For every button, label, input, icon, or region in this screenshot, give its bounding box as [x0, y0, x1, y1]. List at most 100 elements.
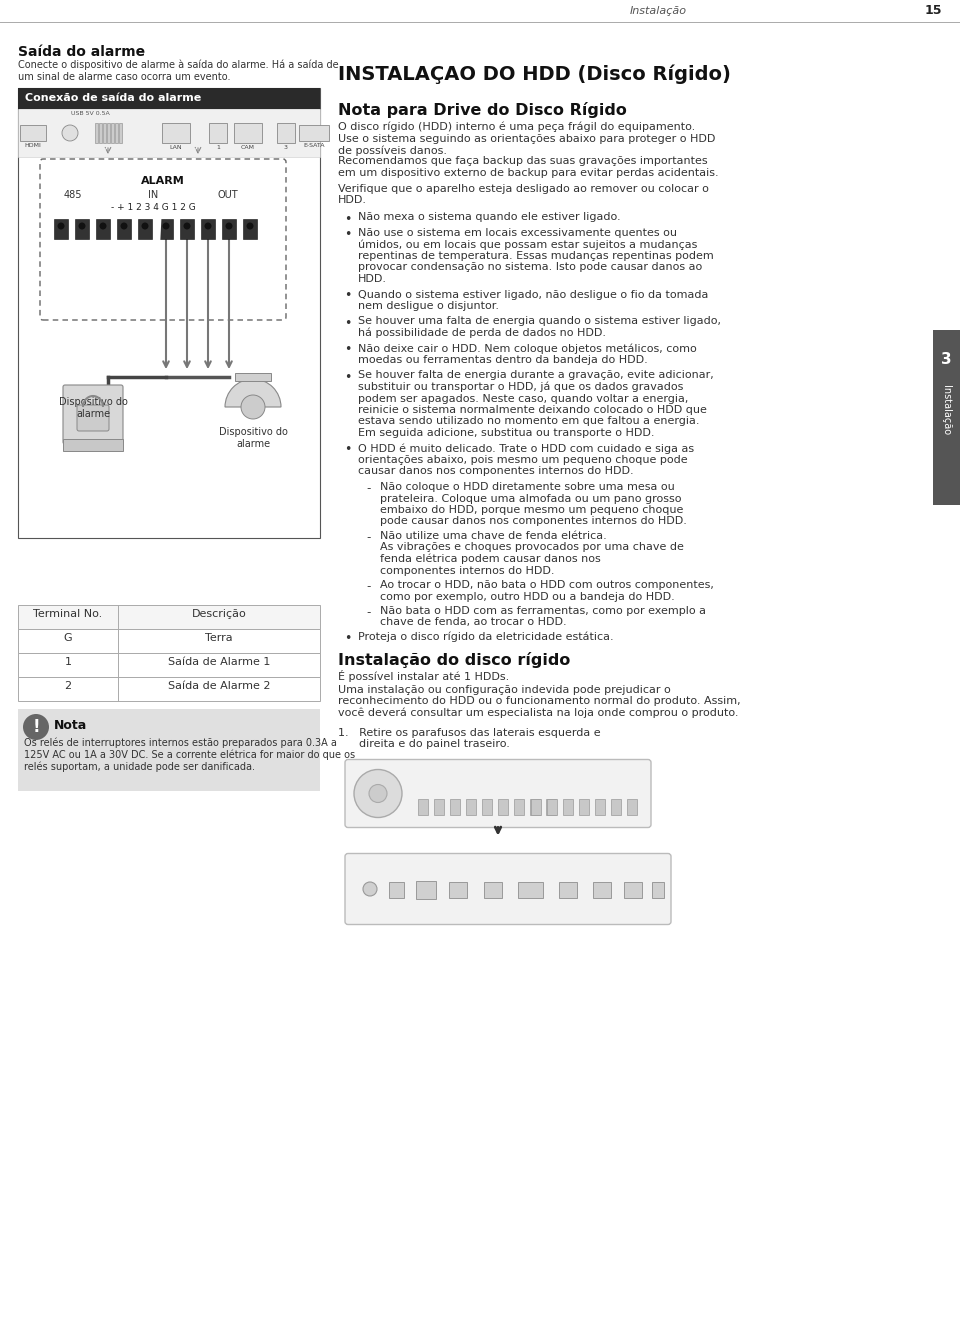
Text: INSTALAÇAO DO HDD (Disco Rígido): INSTALAÇAO DO HDD (Disco Rígido) — [338, 64, 731, 85]
Text: Saída do alarme: Saída do alarme — [18, 46, 145, 59]
Bar — [18, 677, 320, 701]
Text: Instalação: Instalação — [630, 5, 687, 16]
Circle shape — [141, 223, 149, 230]
Bar — [117, 219, 131, 239]
Text: Nota para Drive do Disco Rígido: Nota para Drive do Disco Rígido — [338, 102, 627, 118]
Text: Dispositivo do
alarme: Dispositivo do alarme — [59, 398, 128, 419]
Text: !: ! — [33, 719, 39, 736]
Text: de possíveis danos.: de possíveis danos. — [338, 145, 447, 156]
Text: provocar condensação no sistema. Isto pode causar danos ao: provocar condensação no sistema. Isto po… — [358, 262, 703, 273]
Text: Em seguida adicione, substitua ou transporte o HDD.: Em seguida adicione, substitua ou transp… — [358, 428, 655, 438]
Bar — [63, 439, 123, 451]
Text: Saída de Alarme 1: Saída de Alarme 1 — [168, 657, 270, 667]
Bar — [107, 124, 110, 142]
FancyBboxPatch shape — [63, 385, 123, 445]
Text: - + 1 2 3 4 G 1 2 G: - + 1 2 3 4 G 1 2 G — [110, 203, 196, 212]
Bar — [559, 882, 577, 898]
Text: úmidos, ou em locais que possam estar sujeitos a mudanças: úmidos, ou em locais que possam estar su… — [358, 239, 697, 250]
Text: •: • — [344, 443, 351, 457]
Text: Instalação do disco rígido: Instalação do disco rígido — [338, 651, 570, 667]
Text: reinicie o sistema normalmente deixando colocado o HDD que: reinicie o sistema normalmente deixando … — [358, 406, 707, 415]
Bar — [434, 799, 444, 814]
Text: pode causar danos nos componentes internos do HDD.: pode causar danos nos componentes intern… — [380, 517, 686, 526]
Bar — [611, 799, 621, 814]
Text: 15: 15 — [924, 4, 942, 17]
Text: •: • — [344, 371, 351, 384]
Circle shape — [354, 770, 402, 818]
Text: substituir ou transportar o HDD, já que os dados gravados: substituir ou transportar o HDD, já que … — [358, 381, 684, 392]
Bar — [18, 709, 320, 791]
Bar — [138, 219, 152, 239]
Text: 125V AC ou 1A a 30V DC. Se a corrente elétrica for maior do que os: 125V AC ou 1A a 30V DC. Se a corrente el… — [24, 749, 355, 760]
Bar — [243, 219, 257, 239]
Text: Saída de Alarme 2: Saída de Alarme 2 — [168, 681, 271, 692]
Text: Não coloque o HDD diretamente sobre uma mesa ou: Não coloque o HDD diretamente sobre uma … — [380, 482, 675, 492]
Bar — [222, 219, 236, 239]
Bar — [115, 124, 118, 142]
Bar — [159, 219, 173, 239]
Text: -: - — [366, 580, 371, 594]
Circle shape — [204, 223, 211, 230]
Bar — [595, 799, 605, 814]
Text: Não use o sistema em locais excessivamente quentes ou: Não use o sistema em locais excessivamen… — [358, 228, 677, 238]
Text: IN: IN — [148, 189, 158, 200]
Bar — [95, 124, 98, 142]
Text: HDMI: HDMI — [25, 142, 41, 148]
Bar — [75, 219, 89, 239]
Text: orientações abaixo, pois mesmo um pequeno choque pode: orientações abaixo, pois mesmo um pequen… — [358, 455, 687, 465]
Text: Terminal No.: Terminal No. — [34, 608, 103, 619]
Text: embaixo do HDD, porque mesmo um pequeno choque: embaixo do HDD, porque mesmo um pequeno … — [380, 505, 684, 514]
Text: 485: 485 — [63, 189, 83, 200]
Text: •: • — [344, 212, 351, 226]
Circle shape — [121, 223, 128, 230]
Text: Ao trocar o HDD, não bata o HDD com outros componentes,: Ao trocar o HDD, não bata o HDD com outr… — [380, 580, 714, 590]
Circle shape — [241, 395, 265, 419]
Text: Verifique que o aparelho esteja desligado ao remover ou colocar o: Verifique que o aparelho esteja desligad… — [338, 184, 708, 193]
Text: Proteja o disco rígido da eletricidade estática.: Proteja o disco rígido da eletricidade e… — [358, 633, 613, 642]
Text: CAM: CAM — [241, 145, 255, 150]
Text: 1.   Retire os parafusos das laterais esquerda e: 1. Retire os parafusos das laterais esqu… — [338, 728, 601, 737]
Text: As vibrações e choques provocados por uma chave de: As vibrações e choques provocados por um… — [380, 543, 684, 552]
Text: Uma instalação ou configuração indevida pode prejudicar o: Uma instalação ou configuração indevida … — [338, 685, 671, 694]
Text: 2: 2 — [64, 681, 72, 692]
Bar — [627, 799, 637, 814]
Text: Recomendamos que faça backup das suas gravações importantes: Recomendamos que faça backup das suas gr… — [338, 157, 708, 167]
Bar — [546, 799, 556, 814]
Bar — [652, 882, 664, 898]
Bar — [466, 799, 476, 814]
Text: É possível instalar até 1 HDDs.: É possível instalar até 1 HDDs. — [338, 670, 509, 681]
Bar — [234, 124, 262, 142]
Text: HDD.: HDD. — [338, 195, 367, 205]
Text: -: - — [366, 606, 371, 619]
Bar — [498, 799, 508, 814]
Bar — [484, 882, 502, 898]
Text: OUT: OUT — [218, 189, 238, 200]
Text: nem desligue o disjuntor.: nem desligue o disjuntor. — [358, 301, 499, 312]
Text: chave de fenda, ao trocar o HDD.: chave de fenda, ao trocar o HDD. — [380, 618, 566, 627]
Text: Não utilize uma chave de fenda elétrica.: Não utilize uma chave de fenda elétrica. — [380, 530, 607, 541]
Bar — [418, 799, 428, 814]
Text: •: • — [344, 228, 351, 240]
Text: ALARM: ALARM — [141, 176, 185, 185]
FancyBboxPatch shape — [77, 406, 109, 431]
Text: -: - — [366, 482, 371, 496]
Bar — [518, 882, 543, 898]
Bar — [119, 124, 122, 142]
Text: -: - — [366, 530, 371, 544]
Bar — [531, 799, 541, 814]
Bar — [180, 219, 194, 239]
Text: •: • — [344, 633, 351, 645]
Circle shape — [79, 223, 85, 230]
Text: repentinas de temperatura. Essas mudanças repentinas podem: repentinas de temperatura. Essas mudança… — [358, 251, 713, 261]
Wedge shape — [225, 379, 281, 407]
Circle shape — [226, 223, 232, 230]
Text: relés suportam, a unidade pode ser danificada.: relés suportam, a unidade pode ser danif… — [24, 761, 255, 771]
Text: prateleira. Coloque uma almofada ou um pano grosso: prateleira. Coloque uma almofada ou um p… — [380, 493, 682, 504]
Circle shape — [62, 125, 78, 141]
Text: fenda elétrica podem causar danos nos: fenda elétrica podem causar danos nos — [380, 555, 601, 564]
Text: 1: 1 — [216, 145, 220, 150]
Text: O disco rígido (HDD) interno é uma peça frágil do equipamento.: O disco rígido (HDD) interno é uma peça … — [338, 122, 695, 133]
Text: O HDD é muito delicado. Trate o HDD com cuidado e siga as: O HDD é muito delicado. Trate o HDD com … — [358, 443, 694, 454]
Bar — [18, 109, 320, 157]
Bar — [530, 799, 540, 814]
